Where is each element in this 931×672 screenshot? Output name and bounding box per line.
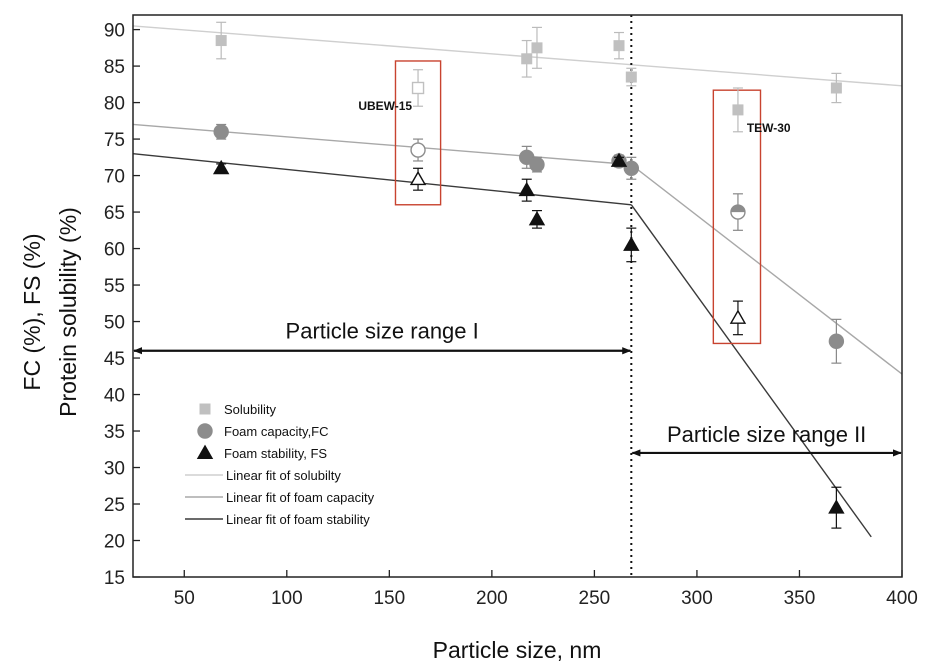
fit-line (630, 164, 903, 375)
circle-marker (828, 333, 845, 349)
y-tick-label: 35 (104, 422, 125, 443)
highlight-box (394, 60, 442, 206)
y-tick-label: 70 (104, 167, 125, 188)
legend: Solubility Foam capacity,FC Foam stability… (185, 402, 375, 527)
triangle-marker (409, 170, 427, 186)
y-axis-label: Protein solubility (%) (55, 207, 81, 417)
x-tick-label: 200 (476, 588, 508, 609)
sample-annotation: UBEW-15 (358, 99, 412, 113)
y-tick-label: 45 (104, 349, 125, 370)
y-tick-label: 80 (104, 94, 125, 115)
square-marker (732, 104, 744, 116)
triangle-marker (729, 309, 747, 324)
triangle-marker (610, 152, 628, 167)
x-axis-label: Particle size, nm (433, 637, 602, 663)
legend-entry: Solubility (224, 402, 277, 417)
data-points (212, 21, 845, 529)
triangle-marker (828, 499, 845, 514)
x-tick-label: 300 (681, 588, 713, 609)
square-marker (531, 42, 543, 54)
range-label: Particle size range I (286, 318, 479, 343)
y-tick-label: 60 (104, 240, 125, 261)
triangle-marker (212, 159, 230, 175)
x-tick-label: 400 (886, 588, 918, 609)
circle-marker (623, 160, 640, 176)
fit-line (132, 123, 632, 166)
range-arrows: Particle size range I Particle size range… (133, 318, 902, 457)
square-marker (521, 53, 533, 65)
square-marker (199, 403, 211, 415)
y-tick-label: 90 (104, 21, 125, 42)
highlight-box (712, 89, 762, 345)
x-tick-label: 250 (579, 588, 611, 609)
highlight-boxes (394, 60, 762, 345)
triangle-marker (528, 210, 546, 226)
ticks: 50 100 150 200 250 300 350 400 15 20 25 30 35 40 45 50 5… (104, 21, 918, 609)
x-tick-label: 150 (373, 588, 405, 609)
y-tick-label: 30 (104, 459, 125, 480)
y-tick-label: 85 (104, 57, 125, 78)
circle-marker (197, 423, 213, 439)
circle-marker-half (730, 205, 745, 213)
fit-line (132, 152, 632, 206)
plot-frame (132, 14, 903, 578)
y-tick-label: 15 (104, 568, 125, 589)
axes (132, 14, 903, 578)
fit-line (132, 25, 903, 87)
circle-marker (213, 124, 229, 140)
y-axis-label-secondary: FC (%), FS (%) (19, 233, 45, 390)
circle-marker (410, 142, 426, 158)
square-marker (830, 82, 842, 94)
x-tick-label: 350 (784, 588, 816, 609)
sample-annotation: TEW-30 (747, 121, 791, 135)
square-marker (613, 40, 625, 52)
square-marker (215, 35, 227, 47)
y-tick-label: 20 (104, 532, 125, 553)
triangle-marker (518, 181, 535, 197)
y-tick-label: 75 (104, 130, 125, 151)
annotations: UBEW-15 TEW-30 (358, 99, 791, 135)
y-tick-label: 65 (104, 203, 125, 224)
triangle-marker (196, 444, 214, 459)
range-label: Particle size range II (667, 422, 866, 447)
square-marker (411, 81, 425, 95)
square-marker (625, 71, 637, 83)
y-tick-label: 55 (104, 276, 125, 297)
legend-entry: Linear fit of solubilty (226, 468, 341, 483)
legend-entry: Foam stability, FS (224, 446, 327, 461)
y-tick-label: 40 (104, 386, 125, 407)
legend-entry: Linear fit of foam capacity (226, 490, 375, 505)
fit-line (630, 204, 872, 538)
x-tick-label: 50 (174, 588, 195, 609)
legend-entry: Foam capacity,FC (224, 424, 329, 439)
x-tick-label: 100 (271, 588, 303, 609)
y-tick-label: 25 (104, 495, 125, 516)
circle-marker (529, 156, 545, 173)
triangle-marker (623, 236, 640, 251)
legend-entry: Linear fit of foam stability (226, 512, 370, 527)
y-tick-label: 50 (104, 313, 125, 334)
